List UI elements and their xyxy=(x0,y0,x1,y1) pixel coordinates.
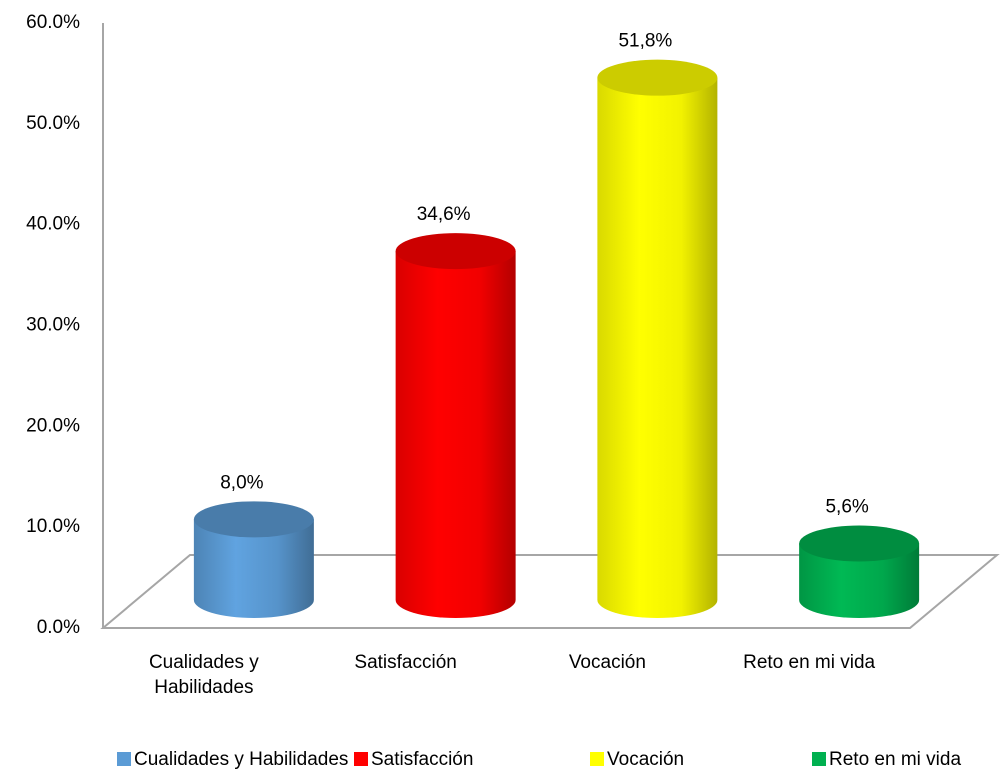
bar xyxy=(597,77,718,618)
legend-label: Satisfacción xyxy=(371,749,473,770)
x-tick-label: Cualidades y Habilidades xyxy=(148,652,259,698)
y-tick-label: 60.0% xyxy=(26,12,80,33)
value-label: 34,6% xyxy=(417,204,471,225)
legend-swatch xyxy=(812,752,826,766)
y-tick-label: 10.0% xyxy=(26,516,80,537)
x-tick-label: Satisfacción xyxy=(354,652,457,673)
y-tick-label: 50.0% xyxy=(26,113,80,134)
legend-label: Reto en mi vida xyxy=(829,749,961,770)
legend-swatch xyxy=(590,752,604,766)
value-label: 8,0% xyxy=(220,472,263,493)
y-tick-label: 30.0% xyxy=(26,315,80,336)
bar-top xyxy=(395,233,516,270)
x-tick-label: Reto en mi vida xyxy=(743,652,876,673)
y-tick-label: 20.0% xyxy=(26,415,80,436)
legend-swatch xyxy=(354,752,368,766)
y-tick-label: 0.0% xyxy=(37,617,80,638)
legend-swatch xyxy=(117,752,131,766)
x-tick-label: Vocación xyxy=(568,652,646,673)
value-label: 5,6% xyxy=(825,497,868,518)
bar xyxy=(799,543,920,618)
bar xyxy=(193,519,314,618)
value-label: 51,8% xyxy=(618,31,672,52)
bar-top xyxy=(193,501,314,538)
legend-label: Vocación xyxy=(607,749,684,770)
y-tick-label: 40.0% xyxy=(26,214,80,235)
legend-label: Cualidades y Habilidades xyxy=(134,749,348,770)
floor xyxy=(100,554,1000,629)
bar-top xyxy=(597,59,718,96)
bar xyxy=(395,251,516,618)
bar-top xyxy=(799,525,920,562)
